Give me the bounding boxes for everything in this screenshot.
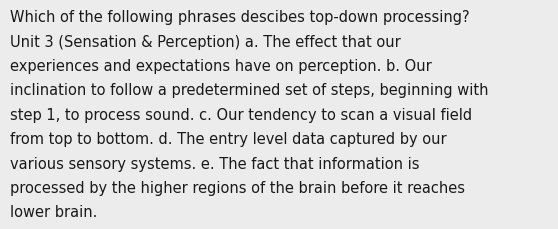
- Text: Which of the following phrases descibes top-down processing?: Which of the following phrases descibes …: [10, 10, 470, 25]
- Text: step 1, to process sound. c. Our tendency to scan a visual field: step 1, to process sound. c. Our tendenc…: [10, 107, 472, 122]
- Text: experiences and expectations have on perception. b. Our: experiences and expectations have on per…: [10, 59, 432, 74]
- Text: Unit 3 (Sensation & Perception) a. The effect that our: Unit 3 (Sensation & Perception) a. The e…: [10, 35, 401, 49]
- Text: inclination to follow a predetermined set of steps, beginning with: inclination to follow a predetermined se…: [10, 83, 489, 98]
- Text: from top to bottom. d. The entry level data captured by our: from top to bottom. d. The entry level d…: [10, 132, 446, 147]
- Text: processed by the higher regions of the brain before it reaches: processed by the higher regions of the b…: [10, 180, 465, 195]
- Text: lower brain.: lower brain.: [10, 204, 98, 219]
- Text: various sensory systems. e. The fact that information is: various sensory systems. e. The fact tha…: [10, 156, 420, 171]
